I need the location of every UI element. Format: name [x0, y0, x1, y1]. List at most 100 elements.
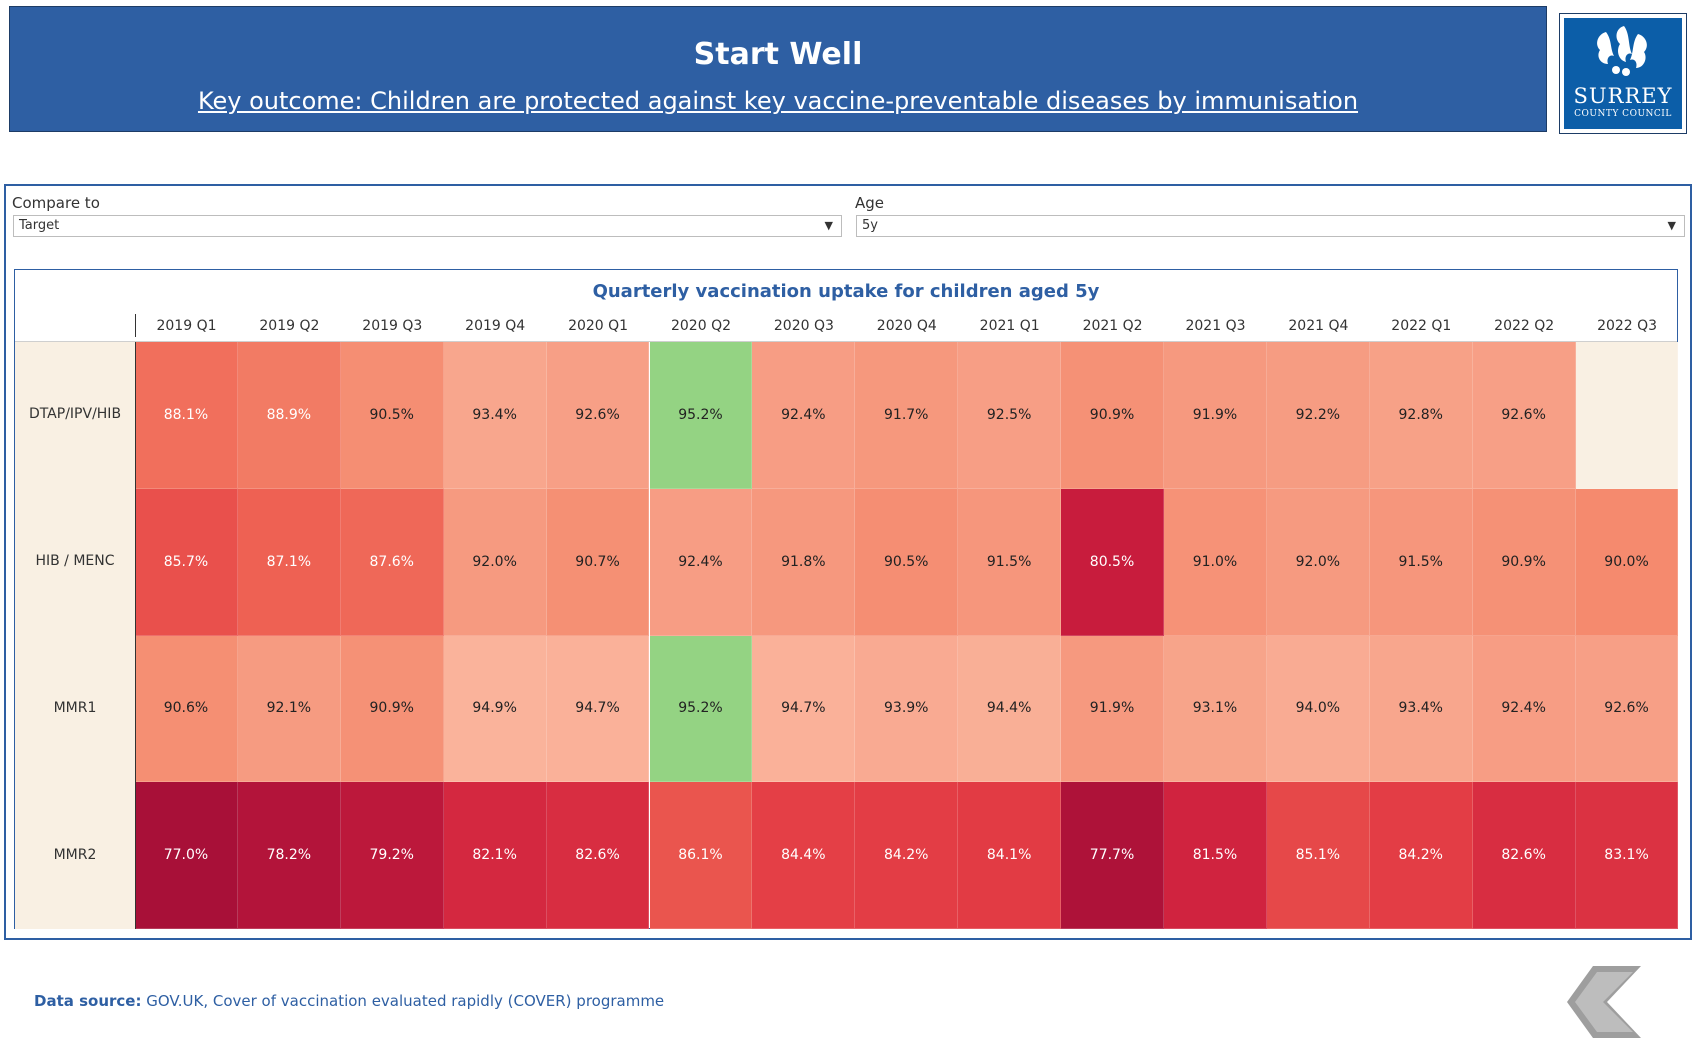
heatmap-cell[interactable]: 90.9%: [1061, 342, 1164, 489]
key-outcome-link[interactable]: Key outcome: Children are protected agai…: [197, 87, 1359, 115]
chevron-down-icon[interactable]: ▼: [1667, 219, 1676, 232]
heatmap-cell[interactable]: 92.2%: [1266, 342, 1370, 489]
row-header: DTAP/IPV/HIB: [28, 406, 122, 423]
column-header: 2021 Q4: [1288, 318, 1349, 334]
column-header: 2020 Q4: [876, 318, 937, 334]
row-header-column: [15, 342, 135, 929]
heatmap-cell[interactable]: 82.6%: [546, 782, 650, 929]
heatmap-cell[interactable]: 93.4%: [1369, 635, 1473, 783]
heatmap-cell[interactable]: 91.9%: [1061, 635, 1164, 783]
chart-title: Quarterly vaccination uptake for childre…: [592, 281, 1100, 302]
column-header: 2020 Q1: [568, 318, 629, 334]
heatmap-cell[interactable]: 92.4%: [649, 488, 753, 636]
column-header: 2022 Q2: [1494, 318, 1555, 334]
heatmap-cell[interactable]: 92.6%: [1575, 635, 1679, 783]
data-source-label: Data source:: [34, 992, 142, 1010]
heatmap-cell[interactable]: 84.2%: [1369, 782, 1473, 929]
heatmap-cell[interactable]: 90.5%: [855, 488, 959, 636]
heatmap-cell[interactable]: 95.2%: [649, 635, 753, 783]
column-header: 2021 Q1: [979, 318, 1040, 334]
column-header: 2022 Q3: [1597, 318, 1658, 334]
heatmap-cell[interactable]: 92.0%: [443, 488, 547, 636]
age-dropdown[interactable]: 5y ▼: [856, 215, 1685, 237]
compare-to-dropdown[interactable]: Target ▼: [13, 215, 842, 237]
heatmap-cell[interactable]: 79.2%: [340, 782, 444, 929]
header-banner: Start Well Key outcome: Children are pro…: [9, 6, 1547, 132]
row-header: HIB / MENC: [35, 553, 115, 570]
heatmap-cell[interactable]: 93.9%: [855, 635, 959, 783]
column-header: 2021 Q3: [1185, 318, 1246, 334]
heatmap-cell[interactable]: 92.4%: [752, 342, 856, 489]
column-header: 2020 Q2: [670, 318, 731, 334]
heatmap-cell[interactable]: 87.6%: [340, 488, 444, 636]
heatmap-cell[interactable]: 84.1%: [958, 782, 1062, 929]
heatmap-cell[interactable]: 91.0%: [1164, 488, 1267, 636]
heatmap-cell[interactable]: 85.7%: [135, 488, 238, 636]
heatmap-cell[interactable]: 91.8%: [752, 488, 856, 636]
logo-subtext: COUNTY COUNCIL: [1574, 109, 1672, 119]
column-header: 2019 Q3: [362, 318, 423, 334]
heatmap-cell[interactable]: 82.1%: [443, 782, 547, 929]
heatmap-cell[interactable]: 90.9%: [340, 635, 444, 783]
data-source-text: GOV.UK, Cover of vaccination evaluated r…: [141, 992, 665, 1010]
heatmap-cell[interactable]: 91.5%: [1369, 488, 1473, 636]
heatmap-cell[interactable]: 92.8%: [1369, 342, 1473, 489]
column-header: 2019 Q2: [259, 318, 320, 334]
oak-leaves-icon: [1597, 26, 1647, 76]
heatmap-cell[interactable]: 84.2%: [855, 782, 959, 929]
heatmap-cell[interactable]: 92.0%: [1266, 488, 1370, 636]
heatmap-cell[interactable]: 80.5%: [1061, 488, 1164, 636]
heatmap-cell[interactable]: 81.5%: [1164, 782, 1267, 929]
heatmap-cell[interactable]: 86.1%: [649, 782, 753, 929]
heatmap-cell[interactable]: 92.5%: [958, 342, 1062, 489]
heatmap-cell[interactable]: 94.0%: [1266, 635, 1370, 783]
heatmap-cell[interactable]: 78.2%: [237, 782, 341, 929]
heatmap-cell[interactable]: 92.1%: [237, 635, 341, 783]
heatmap-cell[interactable]: 77.7%: [1061, 782, 1164, 929]
back-chevron-icon[interactable]: [1563, 960, 1643, 1040]
row-header: MMR2: [53, 846, 97, 863]
heatmap-cell[interactable]: 95.2%: [649, 342, 753, 489]
heatmap-cell[interactable]: 85.1%: [1266, 782, 1370, 929]
heatmap-cell[interactable]: 83.1%: [1575, 782, 1679, 929]
vaccination-heatmap: Quarterly vaccination uptake for childre…: [14, 269, 1679, 929]
compare-to-value: Target: [19, 218, 60, 233]
heatmap-cell[interactable]: 91.5%: [958, 488, 1062, 636]
heatmap-cell[interactable]: 92.4%: [1472, 635, 1576, 783]
heatmap-cell[interactable]: 90.6%: [135, 635, 238, 783]
column-header: 2021 Q2: [1082, 318, 1143, 334]
logo-wordmark: SURREY: [1573, 84, 1673, 108]
column-header: 2019 Q1: [156, 318, 217, 334]
column-header: 2020 Q3: [773, 318, 834, 334]
row-header: MMR1: [53, 699, 97, 716]
heatmap-cell[interactable]: 82.6%: [1472, 782, 1576, 929]
heatmap-cell[interactable]: 92.6%: [546, 342, 650, 489]
row-header-divider: [135, 342, 136, 929]
chevron-down-icon[interactable]: ▼: [824, 219, 833, 232]
heatmap-cell[interactable]: 88.9%: [237, 342, 341, 489]
heatmap-cell[interactable]: 94.4%: [958, 635, 1062, 783]
heatmap-cell[interactable]: 91.7%: [855, 342, 959, 489]
heatmap-cell[interactable]: 90.7%: [546, 488, 650, 636]
heatmap-cell[interactable]: 90.5%: [340, 342, 444, 489]
surrey-logo: SURREY COUNTY COUNCIL: [1559, 13, 1687, 134]
heatmap-cell[interactable]: 92.6%: [1472, 342, 1576, 489]
page-title: Start Well: [693, 37, 863, 72]
heatmap-cell[interactable]: 87.1%: [237, 488, 341, 636]
heatmap-cell[interactable]: 93.1%: [1164, 635, 1267, 783]
heatmap-cell[interactable]: 77.0%: [135, 782, 238, 929]
heatmap-cell[interactable]: 90.0%: [1575, 488, 1679, 636]
compare-to-label: Compare to: [12, 194, 100, 212]
age-value: 5y: [862, 218, 878, 233]
heatmap-cell[interactable]: [1575, 342, 1679, 489]
heatmap-cell[interactable]: 88.1%: [135, 342, 238, 489]
heatmap-cell[interactable]: 94.7%: [752, 635, 856, 783]
header-bottom-rule: [15, 341, 1677, 342]
heatmap-cell[interactable]: 91.9%: [1164, 342, 1267, 489]
heatmap-cell[interactable]: 84.4%: [752, 782, 856, 929]
heatmap-cell[interactable]: 93.4%: [443, 342, 547, 489]
heatmap-cell[interactable]: 90.9%: [1472, 488, 1576, 636]
heatmap-cell[interactable]: 94.7%: [546, 635, 650, 783]
heatmap-cell[interactable]: 94.9%: [443, 635, 547, 783]
logo-background: SURREY COUNTY COUNCIL: [1564, 18, 1682, 129]
